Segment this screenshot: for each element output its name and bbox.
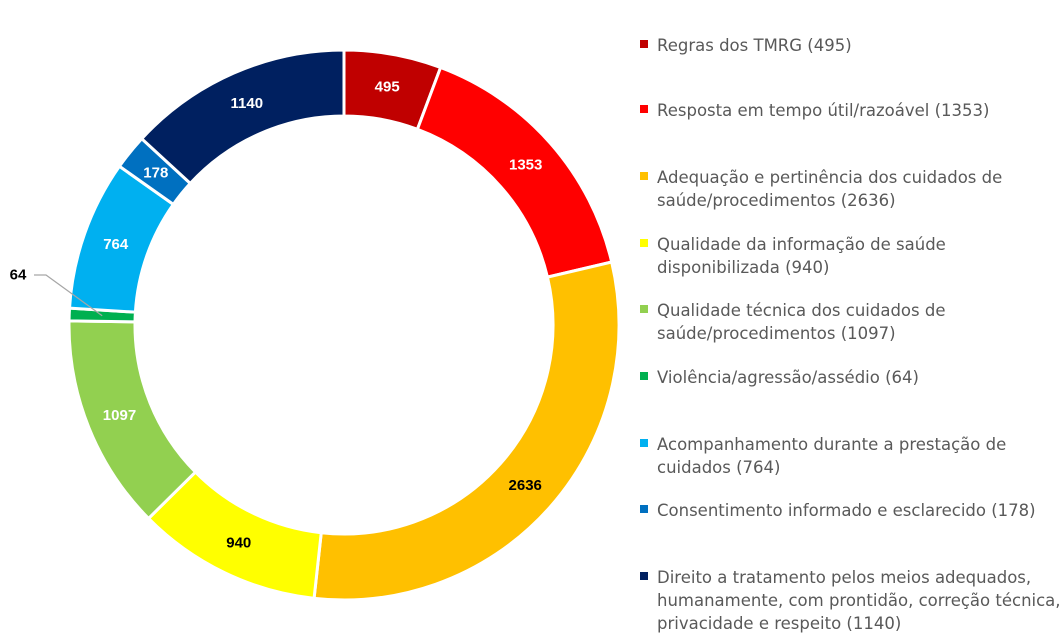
legend-swatch xyxy=(640,305,648,313)
donut-slices xyxy=(67,48,621,602)
legend-swatch xyxy=(640,239,648,247)
legend-item: Qualidade técnica dos cuidados de saúde/… xyxy=(640,299,1061,345)
legend-label: Resposta em tempo útil/razoável (1353) xyxy=(657,101,990,120)
donut-slice xyxy=(139,48,346,186)
leader-lines xyxy=(34,274,103,317)
chart-legend: Regras dos TMRG (495) Resposta em tempo … xyxy=(640,0,1061,643)
legend-item: Direito a tratamento pelos meios adequad… xyxy=(640,566,1061,635)
legend-label: Qualidade da informação de saúde disponi… xyxy=(657,235,946,277)
legend-item: Regras dos TMRG (495) xyxy=(640,34,1061,57)
data-labels: 495 1353 2636 940 1097 64 764 178 1140 xyxy=(10,78,543,551)
legend-label: Violência/agressão/assédio (64) xyxy=(657,368,919,387)
legend-item: Acompanhamento durante a prestação de cu… xyxy=(640,433,1061,479)
legend-item: Qualidade da informação de saúde disponi… xyxy=(640,233,1061,279)
legend-label: Regras dos TMRG (495) xyxy=(657,36,852,55)
data-label: 764 xyxy=(103,236,129,253)
legend-swatch xyxy=(640,105,648,113)
legend-swatch xyxy=(640,172,648,180)
legend-swatch xyxy=(640,372,648,380)
data-label: 940 xyxy=(226,534,251,551)
legend-swatch xyxy=(640,40,648,48)
legend-swatch xyxy=(640,572,648,580)
legend-label: Acompanhamento durante a prestação de cu… xyxy=(657,435,1007,477)
legend-label: Adequação e pertinência dos cuidados de … xyxy=(657,168,1003,210)
legend-label: Direito a tratamento pelos meios adequad… xyxy=(657,568,1061,633)
legend-swatch xyxy=(640,505,648,513)
donut-chart: 495 1353 2636 940 1097 64 764 178 1140 xyxy=(10,48,621,602)
legend-item: Resposta em tempo útil/razoável (1353) xyxy=(640,99,1061,122)
data-label: 1140 xyxy=(231,95,264,112)
donut-slice xyxy=(312,260,621,602)
legend-swatch xyxy=(640,439,648,447)
data-label: 64 xyxy=(10,267,27,284)
data-label: 1097 xyxy=(103,407,136,424)
data-label: 495 xyxy=(375,78,400,95)
data-label: 1353 xyxy=(509,157,542,174)
legend-label: Qualidade técnica dos cuidados de saúde/… xyxy=(657,301,946,343)
legend-item: Consentimento informado e esclarecido (1… xyxy=(640,499,1061,522)
data-label: 2636 xyxy=(509,477,542,494)
data-label: 178 xyxy=(143,164,168,181)
legend-label: Consentimento informado e esclarecido (1… xyxy=(657,501,1036,520)
leader-line xyxy=(34,274,103,317)
legend-item: Violência/agressão/assédio (64) xyxy=(640,366,1061,389)
legend-item: Adequação e pertinência dos cuidados de … xyxy=(640,166,1061,212)
